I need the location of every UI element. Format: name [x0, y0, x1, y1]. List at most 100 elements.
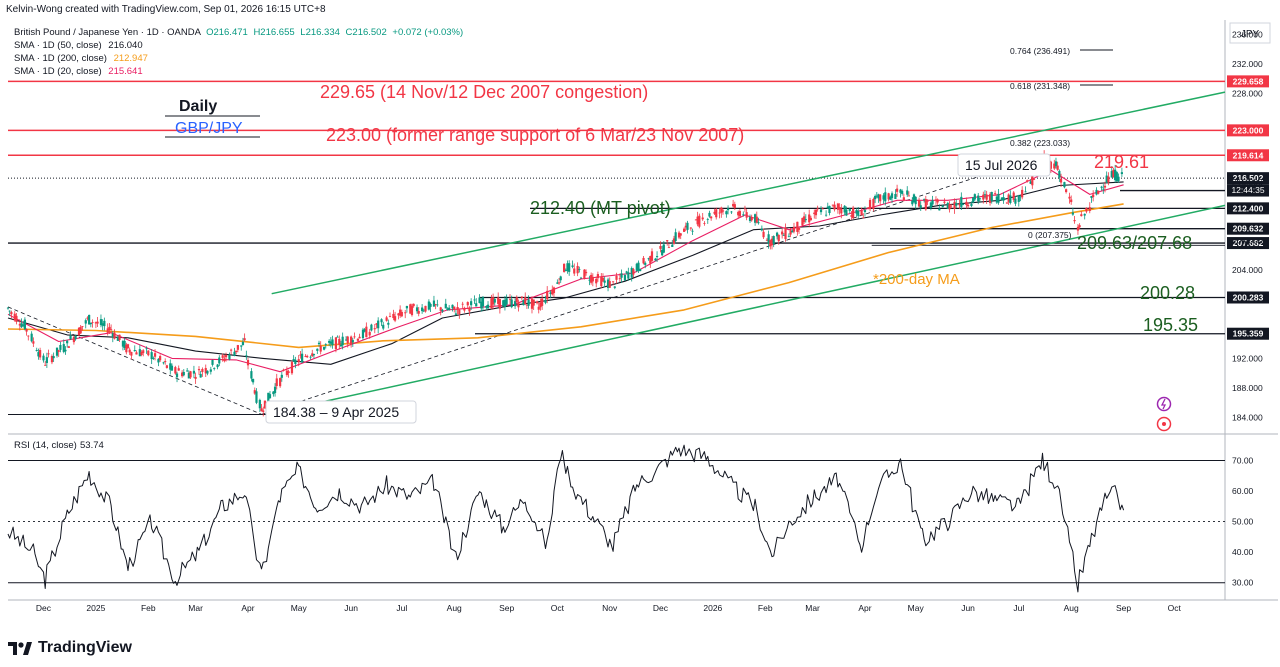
candle-body [1021, 189, 1024, 198]
candle-body [1090, 196, 1093, 198]
candle-body [106, 328, 109, 333]
candle-body [787, 235, 791, 237]
candle-body [388, 316, 392, 317]
candle-body [353, 336, 356, 338]
candle-body [877, 194, 880, 199]
candle-body [850, 215, 853, 217]
candle-body [824, 214, 828, 216]
candle-body [803, 216, 806, 222]
candle-body [703, 223, 706, 224]
candle-body [895, 188, 899, 192]
candle-body [47, 353, 50, 355]
candle-body [199, 374, 202, 378]
candle-body [45, 357, 48, 363]
indicator-row-sma20[interactable]: SMA · 1D (20, close) 215.641 [14, 65, 463, 78]
candle-body [721, 210, 725, 212]
candle-body [55, 347, 59, 356]
candle-body [170, 365, 174, 371]
candle-body [879, 194, 882, 202]
candle-body [860, 210, 863, 216]
candle-body [588, 279, 591, 281]
candle-body [997, 193, 1000, 203]
candle-body [279, 378, 282, 387]
candle-body [541, 298, 544, 306]
symbol-name[interactable]: British Pound / Japanese Yen · 1D · OAND… [14, 27, 201, 38]
candle-body [801, 217, 804, 226]
candle-body [961, 203, 965, 205]
candle-body [748, 217, 752, 221]
candle-body [726, 208, 730, 211]
candle-body [650, 251, 654, 261]
candle-body [701, 217, 704, 220]
candle-body [513, 301, 517, 307]
ohlc-high: H216.655 [253, 27, 295, 38]
currency-box[interactable] [1229, 22, 1271, 44]
candle-body [754, 214, 757, 223]
candle-body [421, 307, 424, 312]
candle-body [478, 297, 481, 303]
target-icon[interactable] [1156, 416, 1172, 432]
candle-body [118, 334, 121, 340]
candle-body [635, 263, 638, 271]
candle-body [424, 305, 427, 312]
tradingview-logo[interactable]: TradingView [8, 639, 132, 657]
candle-body [713, 211, 716, 214]
candle-body [941, 205, 944, 208]
candle-body [590, 274, 593, 283]
candle-body [855, 210, 858, 214]
candle-body [142, 350, 145, 354]
candle-body [1049, 161, 1053, 169]
candle-body [356, 338, 359, 341]
price-badge [1227, 222, 1269, 235]
candle-body [1107, 176, 1110, 183]
candle-body [422, 310, 425, 312]
rsi-tick-label: 30.00 [1232, 578, 1254, 588]
price-tick-label: 204.000 [1232, 265, 1263, 275]
candle-body [552, 287, 556, 294]
candle-body [708, 212, 711, 217]
candle-body [368, 331, 371, 336]
time-tick-label: Oct [1168, 603, 1182, 613]
pair-label: GBP/JPY [175, 120, 243, 137]
candle-body [69, 335, 72, 340]
candle-body [361, 329, 365, 339]
candle-body [813, 212, 816, 215]
candle-body [627, 272, 630, 279]
candle-body [228, 354, 231, 360]
candle-body [280, 374, 283, 378]
candle-body [620, 273, 623, 278]
candle-body [250, 371, 253, 379]
candle-body [468, 307, 471, 312]
ma200-label: *200-day MA [873, 271, 960, 288]
candle-body [365, 326, 368, 338]
price-close-line [8, 158, 1124, 410]
candle-body [103, 320, 106, 327]
candle-body [429, 303, 432, 307]
candle-body [448, 307, 451, 310]
candle-body [612, 281, 615, 283]
candle-body [828, 205, 831, 214]
lightning-icon[interactable] [1156, 396, 1172, 412]
candle-body [458, 309, 461, 315]
candle-body [571, 265, 574, 267]
indicator-row-sma200[interactable]: SMA · 1D (200, close) 212.947 [14, 52, 463, 65]
candle-body [497, 297, 500, 304]
indicator-value: 212.947 [113, 53, 148, 64]
candle-body [37, 352, 40, 357]
price-badge-label: 216.502 [1233, 173, 1264, 183]
candle-body [382, 324, 385, 329]
candle-body [772, 236, 775, 244]
low-callout-box [265, 400, 417, 424]
candle-body [929, 202, 932, 209]
indicator-row-sma50[interactable]: SMA · 1D (50, close) 216.040 [14, 39, 463, 52]
candle-body [213, 368, 216, 369]
candle-body [15, 315, 18, 322]
candle-body [955, 203, 958, 206]
candle-body [1041, 155, 1044, 161]
candle-body [153, 353, 157, 357]
candle-body [623, 275, 627, 281]
candle-body [1036, 165, 1039, 173]
candle-body [836, 203, 840, 210]
candle-body [290, 362, 294, 374]
